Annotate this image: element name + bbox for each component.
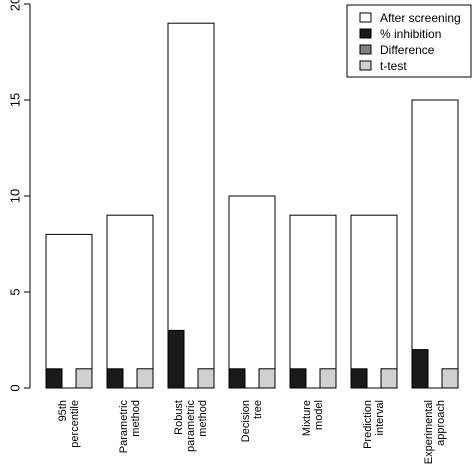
x-category-label: parametric	[185, 400, 197, 452]
bar-inhibition	[289, 368, 307, 389]
x-category-label: 95th	[57, 400, 69, 421]
x-category-label: Decision	[240, 400, 252, 442]
x-category-label: tree	[252, 400, 264, 419]
y-tick-label: 15	[7, 93, 22, 107]
legend-label-t-test: t-test	[380, 59, 407, 73]
legend-label-after-screening: After screening	[380, 11, 461, 25]
bar-t-test	[75, 368, 93, 389]
x-category-label: method	[130, 400, 142, 437]
y-tick-label: 0	[7, 384, 22, 391]
bar-inhibition	[350, 368, 368, 389]
x-category-label: model	[313, 400, 325, 430]
x-category-label: Prediction	[362, 400, 374, 449]
x-category-label: Mixture	[301, 400, 313, 436]
bar-t-test	[380, 368, 398, 389]
y-tick-label: 20	[7, 0, 22, 11]
bar-after-screening	[350, 214, 398, 389]
bar-after-screening	[228, 195, 276, 389]
y-tick-label: 10	[7, 189, 22, 203]
bar-t-test	[136, 368, 154, 389]
bars	[45, 22, 459, 389]
bar-inhibition	[167, 329, 185, 389]
x-category-label: method	[197, 400, 209, 437]
bar-after-screening	[289, 214, 337, 389]
bar-inhibition	[228, 368, 246, 389]
bar-t-test	[441, 368, 459, 389]
bar-inhibition	[411, 349, 429, 389]
x-category-label: interval	[374, 400, 386, 435]
bar-after-screening	[167, 22, 215, 389]
legend: After screening % inhibition Difference …	[346, 4, 472, 78]
bar-t-test	[319, 368, 337, 389]
bar-inhibition	[106, 368, 124, 389]
x-category-label: Robust	[173, 400, 185, 435]
x-axis-labels: 95th percentile Parametric method Robust para…	[57, 400, 447, 465]
y-axis: 0 5 10 15 20	[7, 0, 31, 392]
bar-after-screening	[106, 214, 154, 389]
legend-label-inhibition: % inhibition	[380, 27, 441, 41]
bar-after-screening	[411, 99, 459, 389]
legend-label-difference: Difference	[380, 43, 435, 57]
legend-swatch-difference	[359, 44, 372, 55]
legend-swatch-inhibition	[359, 28, 372, 39]
y-tick-label: 5	[7, 288, 22, 295]
bar-t-test	[258, 368, 276, 389]
x-category-label: Parametric	[118, 400, 130, 454]
bar-t-test	[197, 368, 215, 389]
x-category-label: approach	[435, 400, 447, 446]
bar-after-screening	[45, 233, 93, 389]
legend-swatch-after-screening	[359, 12, 372, 23]
x-category-label: Experimental	[423, 400, 435, 464]
legend-swatch-t-test	[359, 60, 372, 71]
x-category-label: percentile	[69, 400, 81, 448]
bar-inhibition	[45, 368, 63, 389]
